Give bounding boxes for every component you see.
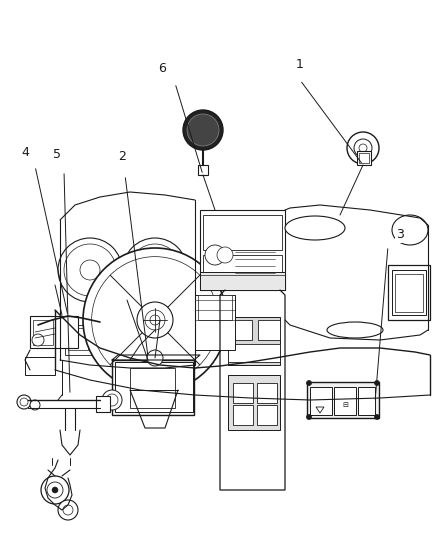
- Circle shape: [145, 310, 165, 330]
- Bar: [388, 265, 430, 320]
- Bar: [310, 387, 332, 415]
- Circle shape: [123, 238, 187, 302]
- Circle shape: [374, 415, 379, 419]
- Bar: [228, 317, 280, 365]
- Circle shape: [150, 315, 160, 325]
- Bar: [115, 362, 193, 412]
- Text: 2: 2: [118, 150, 126, 164]
- Bar: [68, 328, 88, 350]
- Bar: [25, 357, 55, 375]
- Circle shape: [64, 244, 116, 296]
- Bar: [198, 165, 208, 175]
- Circle shape: [20, 398, 28, 406]
- Bar: [258, 320, 280, 340]
- Bar: [392, 270, 426, 315]
- Circle shape: [58, 500, 78, 520]
- Circle shape: [129, 244, 181, 296]
- Circle shape: [92, 257, 219, 383]
- Text: 4: 4: [21, 147, 29, 159]
- Circle shape: [58, 238, 122, 302]
- Circle shape: [187, 114, 219, 146]
- Bar: [228, 344, 280, 362]
- Bar: [93, 328, 113, 350]
- Circle shape: [41, 476, 69, 504]
- Bar: [228, 375, 280, 430]
- Bar: [257, 383, 277, 403]
- Text: 1: 1: [296, 59, 304, 71]
- Circle shape: [307, 415, 311, 419]
- Bar: [307, 382, 379, 418]
- Text: 3: 3: [396, 229, 404, 241]
- Bar: [200, 272, 285, 290]
- Bar: [257, 405, 277, 425]
- Ellipse shape: [285, 216, 345, 240]
- Bar: [395, 274, 423, 312]
- Bar: [233, 405, 253, 425]
- Bar: [359, 153, 369, 163]
- Circle shape: [47, 482, 63, 498]
- Circle shape: [205, 245, 225, 265]
- Circle shape: [183, 110, 223, 150]
- Bar: [203, 215, 282, 250]
- Circle shape: [137, 302, 173, 338]
- Bar: [334, 387, 356, 415]
- Circle shape: [32, 334, 44, 346]
- Circle shape: [374, 381, 379, 385]
- Circle shape: [307, 381, 311, 385]
- Bar: [198, 295, 232, 320]
- Bar: [96, 396, 110, 412]
- Bar: [203, 255, 282, 285]
- Bar: [357, 151, 371, 165]
- Bar: [233, 383, 253, 403]
- Bar: [130, 368, 175, 408]
- Ellipse shape: [392, 215, 428, 245]
- Circle shape: [106, 394, 118, 406]
- Text: ⊟: ⊟: [342, 402, 348, 408]
- Bar: [195, 295, 235, 350]
- Circle shape: [102, 390, 122, 410]
- Bar: [112, 360, 194, 415]
- Circle shape: [147, 350, 163, 366]
- Circle shape: [52, 487, 58, 493]
- Bar: [200, 210, 285, 290]
- Circle shape: [17, 395, 31, 409]
- Circle shape: [354, 139, 372, 157]
- Circle shape: [359, 144, 367, 152]
- Text: 5: 5: [53, 148, 61, 160]
- Bar: [65, 325, 120, 355]
- Bar: [358, 387, 375, 415]
- Circle shape: [80, 260, 100, 280]
- Circle shape: [217, 247, 233, 263]
- Circle shape: [63, 505, 73, 515]
- Circle shape: [30, 400, 40, 410]
- Bar: [228, 320, 252, 340]
- Ellipse shape: [327, 322, 383, 338]
- Circle shape: [347, 132, 379, 164]
- Circle shape: [145, 260, 165, 280]
- Bar: [33, 320, 53, 345]
- Text: 6: 6: [158, 61, 166, 75]
- Circle shape: [83, 248, 227, 392]
- Bar: [30, 316, 78, 348]
